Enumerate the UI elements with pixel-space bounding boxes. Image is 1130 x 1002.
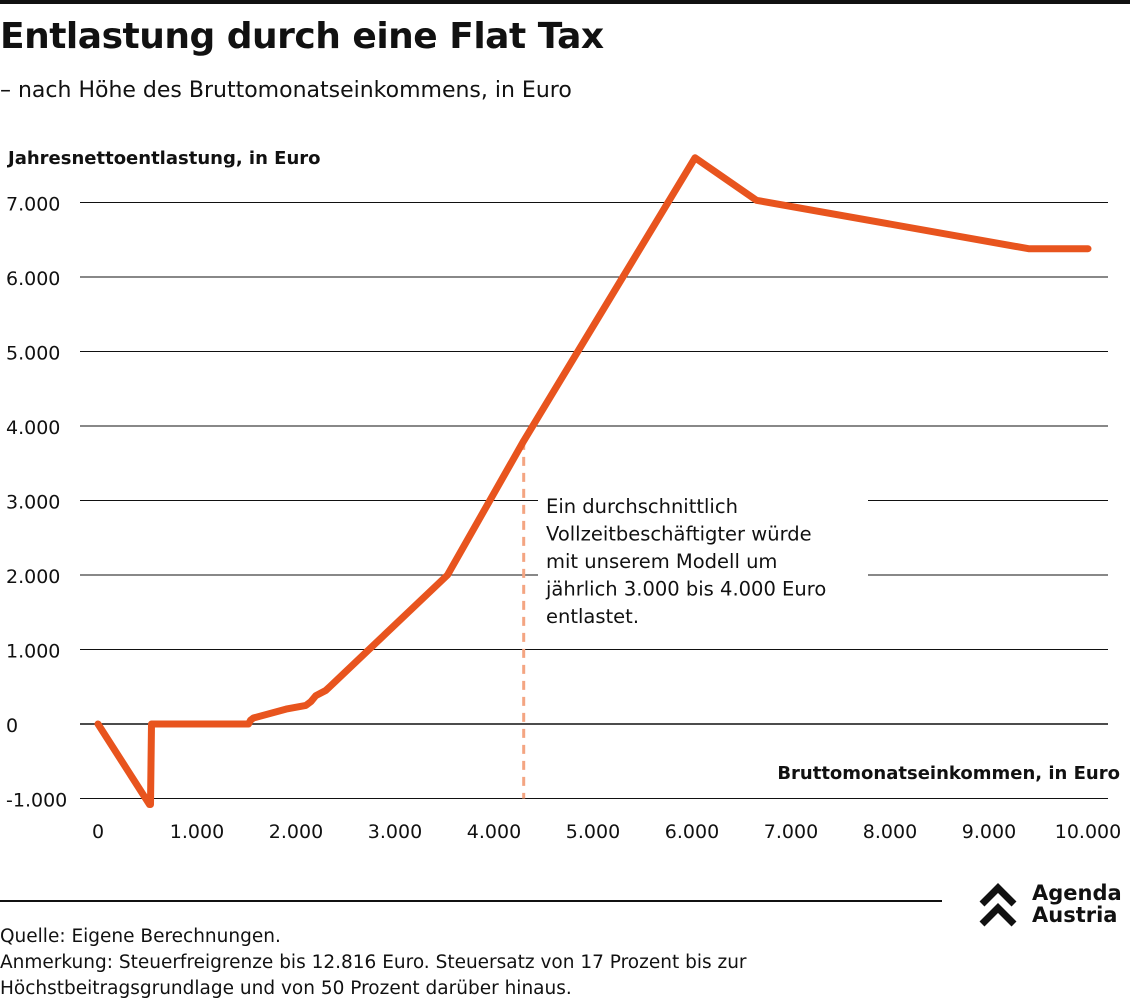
y-tick-label: 7.000 — [6, 194, 60, 216]
y-tick-label: 3.000 — [6, 492, 60, 514]
annotation-line: jährlich 3.000 bis 4.000 Euro — [545, 578, 826, 601]
x-tick-label: 7.000 — [764, 821, 818, 843]
y-tick-label: 5.000 — [6, 343, 60, 365]
x-tick-label: 9.000 — [962, 821, 1016, 843]
bottom-rule — [0, 900, 942, 902]
y-axis-label: Jahresnettoentlastung, in Euro — [6, 148, 321, 169]
y-tick-label: 1.000 — [6, 641, 60, 663]
annotation-background — [538, 488, 868, 628]
logo-line-2: Austria — [1032, 903, 1118, 927]
x-tick-label: 0 — [92, 821, 104, 843]
x-tick-label: 1.000 — [170, 821, 224, 843]
logo-line-1: Agenda — [1032, 881, 1122, 905]
annotation-line: Vollzeitbeschäftigter würde — [546, 523, 812, 546]
chart-title: Entlastung durch eine Flat Tax — [0, 16, 604, 57]
source-line: Quelle: Eigene Berechnungen. — [0, 926, 281, 947]
top-rule — [0, 0, 1130, 4]
y-tick-label: 6.000 — [6, 268, 60, 290]
series-line — [94, 154, 1092, 808]
x-tick-label: 5.000 — [566, 821, 620, 843]
annotation-line: mit unserem Modell um — [546, 550, 777, 573]
note-line-2: Höchstbeitragsgrundlage und von 50 Proze… — [0, 978, 572, 999]
x-axis-label: Bruttomonatseinkommen, in Euro — [777, 763, 1120, 784]
annotation-line: Ein durchschnittlich — [546, 495, 738, 518]
y-tick-labels: -1.000 0 1.000 2.000 3.000 4.000 5.000 6.000 7.0… — [6, 194, 67, 812]
x-tick-label: 10.000 — [1055, 821, 1121, 843]
y-tick-label: 0 — [6, 715, 18, 737]
chart-subtitle: – nach Höhe des Bruttomonatseinkommens, … — [0, 78, 572, 103]
x-tick-label: 4.000 — [467, 821, 521, 843]
y-tick-label: 2.000 — [6, 566, 60, 588]
x-tick-labels: 0 1.000 2.000 3.000 4.000 5.000 6.000 7.000 8.00… — [92, 821, 1121, 843]
note-line-1: Anmerkung: Steuerfreigrenze bis 12.816 E… — [0, 952, 747, 973]
annotation-box — [538, 488, 868, 628]
source-notes: Quelle: Eigene Berechnungen. Anmerkung: … — [0, 924, 747, 1002]
line-chart: -1.000 0 1.000 2.000 3.000 4.000 5.000 6.000 7.0… — [6, 148, 1121, 843]
x-tick-label: 8.000 — [863, 821, 917, 843]
agenda-austria-logo: Agenda Austria — [978, 882, 1130, 930]
logo-text: Agenda Austria — [1032, 882, 1122, 926]
x-tick-label: 6.000 — [665, 821, 719, 843]
x-tick-label: 2.000 — [269, 821, 323, 843]
y-tick-label: -1.000 — [6, 790, 67, 812]
double-chevron-up-icon — [979, 883, 1017, 927]
annotation-line: entlastet. — [546, 605, 639, 628]
y-tick-label: 4.000 — [6, 417, 60, 439]
annotation-text: Ein durchschnittlich Vollzeitbeschäftigte… — [545, 495, 826, 628]
x-tick-label: 3.000 — [368, 821, 422, 843]
series-lines — [94, 154, 1092, 808]
